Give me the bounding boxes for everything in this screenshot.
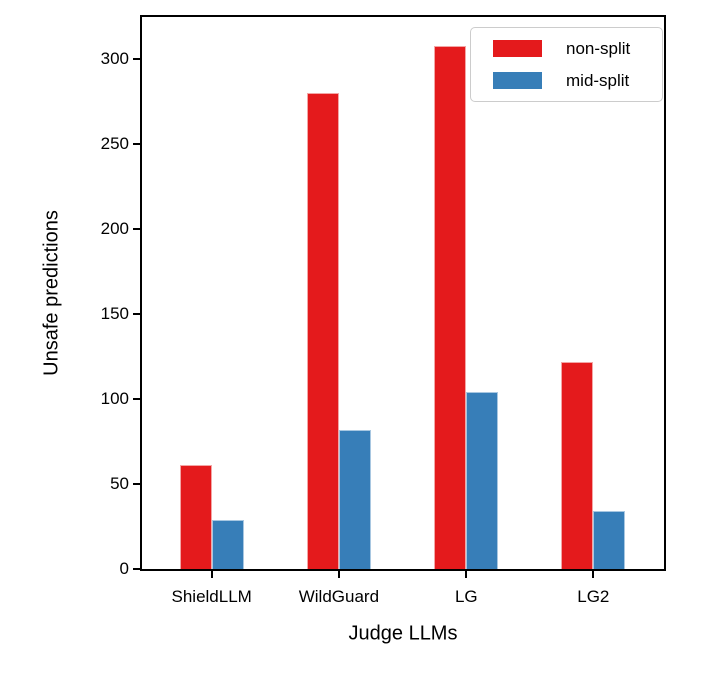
bar-mid-split-WildGuard (338, 429, 371, 569)
y-tick-mark (133, 313, 140, 316)
y-tick-label: 100 (100, 389, 129, 409)
legend: non-split mid-split (470, 27, 663, 102)
bar-mid-split-LG2 (593, 511, 626, 569)
legend-swatch (493, 40, 542, 57)
bar-non-split-WildGuard (306, 93, 339, 569)
y-tick-mark (133, 228, 140, 231)
legend-label: mid-split (566, 70, 630, 90)
legend-item-mid-split: mid-split (471, 65, 662, 97)
y-tick-label: 150 (100, 304, 129, 324)
x-axis-label: Judge LLMs (348, 622, 458, 645)
y-tick-label: 0 (119, 559, 129, 578)
legend-swatch (493, 72, 542, 89)
x-tick-mark (465, 571, 468, 578)
x-tick-mark (592, 571, 595, 578)
bar-mid-split-ShieldLLM (211, 519, 244, 569)
y-tick-label: 50 (110, 474, 129, 494)
y-tick-label: 250 (100, 134, 129, 154)
bar-non-split-LG (434, 45, 467, 569)
y-axis-label: Unsafe predictions (40, 210, 63, 376)
x-tick-mark (210, 571, 213, 578)
bar-non-split-LG2 (561, 361, 594, 569)
x-tick-mark (337, 571, 340, 578)
bar-mid-split-LG (466, 392, 499, 569)
y-tick-mark (133, 568, 140, 570)
legend-item-non-split: non-split (471, 33, 662, 65)
y-tick-mark (133, 398, 140, 401)
y-tick-label: 200 (100, 219, 129, 239)
bar-non-split-ShieldLLM (179, 465, 212, 569)
plot-area: 0 50 100 150 200 250 300 ShieldLLM WildGuard LG LG… (101, 15, 666, 606)
y-tick-mark (133, 143, 140, 146)
x-tick-label: LG (454, 587, 478, 606)
legend-label: non-split (566, 38, 631, 58)
y-tick-mark (133, 483, 140, 486)
x-tick-label: WildGuard (298, 587, 380, 606)
x-tick-label: LG2 (577, 587, 610, 606)
x-tick-label: ShieldLLM (171, 587, 252, 606)
y-tick-label: 300 (100, 49, 129, 69)
y-tick-mark (133, 58, 140, 61)
